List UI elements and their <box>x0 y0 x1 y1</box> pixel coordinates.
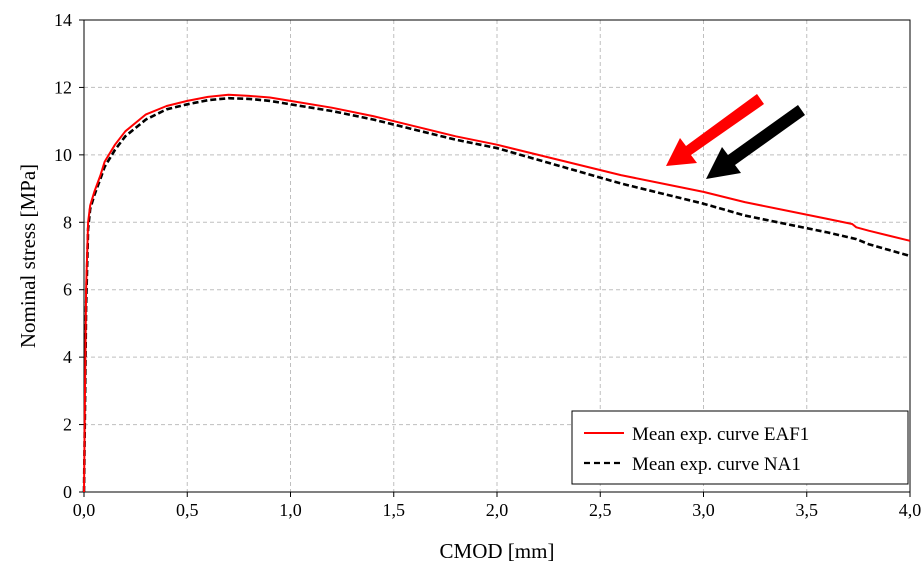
x-tick-label: 3,0 <box>692 500 715 520</box>
y-tick-labels: 0 2 4 6 8 10 12 14 <box>54 10 84 502</box>
y-tick-label: 4 <box>63 347 72 367</box>
x-tick-labels: 0,0 0,5 1,0 1,5 2,0 2,5 3,0 3,5 4,0 <box>73 492 922 520</box>
series <box>82 93 911 493</box>
y-tick-label: 6 <box>63 280 72 300</box>
legend-label-eaf1: Mean exp. curve EAF1 <box>632 424 809 445</box>
red-arrow-annotation <box>666 94 764 166</box>
series-line-eaf1 <box>83 93 911 493</box>
series-line-na1 <box>82 96 911 493</box>
y-tick-label: 0 <box>63 482 72 502</box>
x-tick-label: 4,0 <box>899 500 922 520</box>
black-arrow-annotation <box>706 105 805 179</box>
x-tick-label: 1,5 <box>383 500 406 520</box>
x-axis-title: CMOD [mm] <box>440 539 555 563</box>
y-tick-label: 8 <box>63 212 72 232</box>
y-tick-label: 14 <box>54 10 72 30</box>
y-axis-title: Nominal stress [MPa] <box>16 164 40 348</box>
legend-box <box>571 410 909 485</box>
y-tick-label: 2 <box>63 415 72 435</box>
x-tick-label: 0,5 <box>176 500 199 520</box>
x-tick-label: 0,0 <box>73 500 96 520</box>
y-tick-label: 10 <box>54 145 72 165</box>
x-tick-label: 1,0 <box>279 500 302 520</box>
legend-label-na1: Mean exp. curve NA1 <box>632 454 801 475</box>
x-tick-label: 3,5 <box>796 500 819 520</box>
x-tick-label: 2,0 <box>486 500 509 520</box>
y-tick-label: 12 <box>54 77 72 97</box>
arrows <box>666 94 805 179</box>
legend: Mean exp. curve EAF1 Mean exp. curve NA1 <box>571 410 909 485</box>
x-tick-label: 2,5 <box>589 500 612 520</box>
